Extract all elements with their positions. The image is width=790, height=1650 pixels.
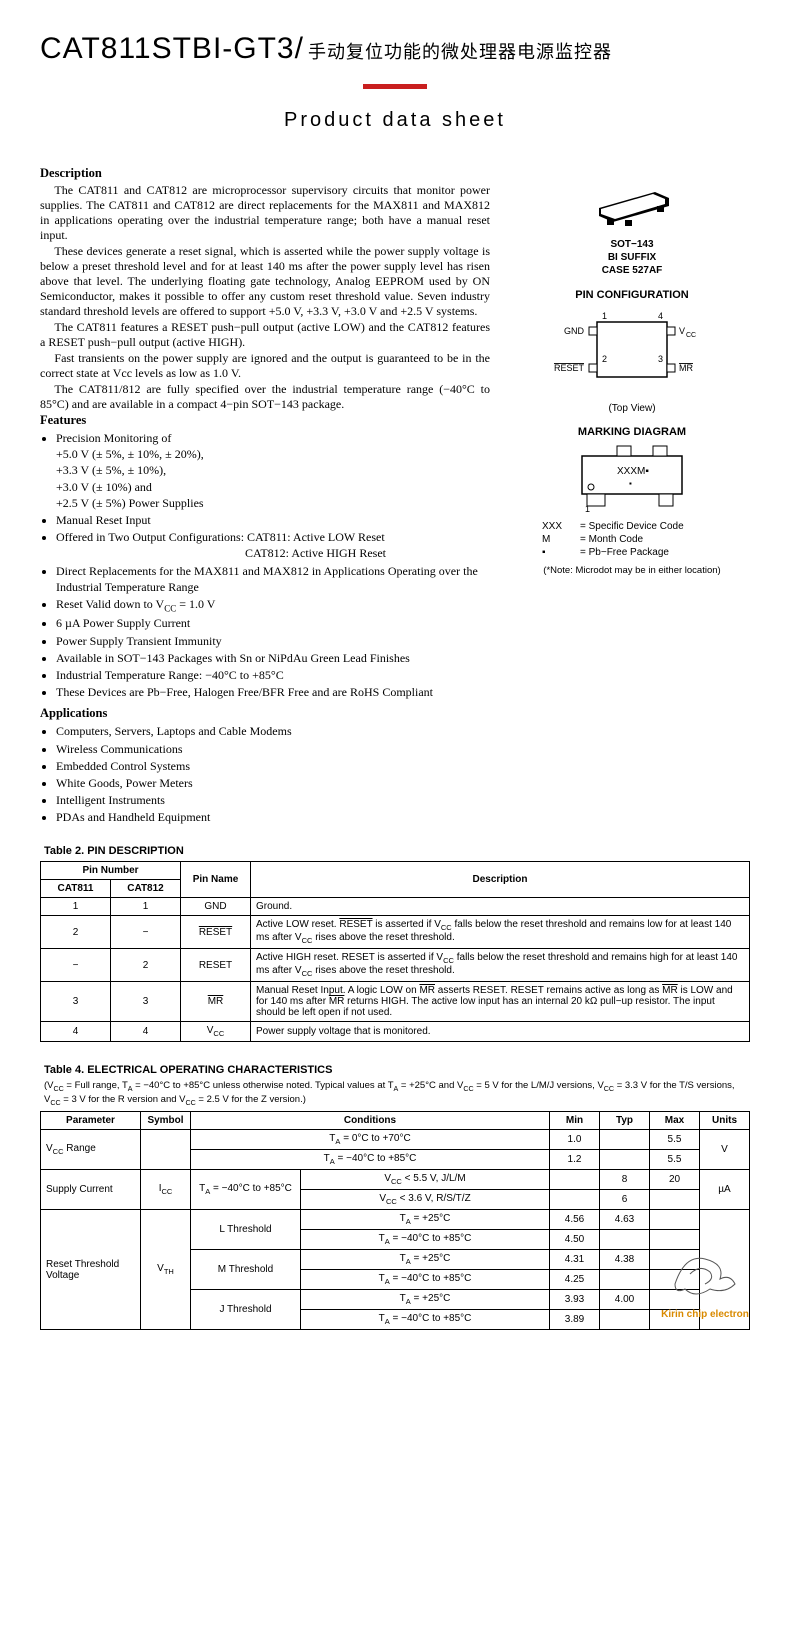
features-heading: Features	[40, 413, 490, 428]
svg-text:MR: MR	[679, 363, 693, 373]
app-item: Embedded Control Systems	[56, 758, 490, 774]
col-c811: CAT811	[41, 880, 111, 898]
content: Description The CAT811 and CAT812 are mi…	[0, 166, 790, 831]
pkg-l3: CASE 527AF	[514, 264, 750, 277]
svg-text:3: 3	[658, 354, 663, 364]
table2-title: Table 2. PIN DESCRIPTION	[44, 845, 750, 857]
table-row: 4 4 VCC Power supply voltage that is mon…	[41, 1022, 750, 1042]
desc-p1: The CAT811 and CAT812 are microprocessor…	[40, 183, 490, 243]
svg-text:GND: GND	[564, 326, 585, 336]
features-list: Precision Monitoring of +5.0 V (± 5%, ± …	[40, 430, 490, 700]
legend-row: ▪= Pb−Free Package	[514, 546, 750, 559]
svg-text:1: 1	[602, 311, 607, 321]
marking-diagram: XXXM▪ ▪ 1	[557, 444, 707, 514]
feature-item: These Devices are Pb−Free, Halogen Free/…	[56, 684, 490, 700]
table4-title: Table 4. ELECTRICAL OPERATING CHARACTERI…	[44, 1064, 750, 1076]
table-row: 1 1 GND Ground.	[41, 898, 750, 916]
svg-text:RESET: RESET	[554, 363, 585, 373]
t4c3: Min	[550, 1112, 600, 1130]
applications-list: Computers, Servers, Laptops and Cable Mo…	[40, 723, 490, 825]
header: CAT811STBI-GT3/ 手动复位功能的微处理器电源监控器 Product…	[0, 0, 790, 166]
pinconfig-diagram: 1 GND 4 V CC 2 RESET 3 MR	[542, 307, 722, 397]
t4c6: Units	[700, 1112, 750, 1130]
feature-item: Available in SOT−143 Packages with Sn or…	[56, 650, 490, 666]
svg-text:CC: CC	[686, 332, 696, 339]
svg-text:V: V	[679, 326, 685, 336]
feature-item: Precision Monitoring of +5.0 V (± 5%, ± …	[56, 430, 490, 511]
part-number: CAT811STBI-GT3/	[40, 32, 304, 66]
svg-text:2: 2	[602, 354, 607, 364]
table2: Pin Number Pin Name Description CAT811 C…	[40, 861, 750, 1042]
accent-bar	[363, 84, 427, 89]
desc-p2: These devices generate a reset signal, w…	[40, 244, 490, 319]
title-row: CAT811STBI-GT3/ 手动复位功能的微处理器电源监控器	[40, 32, 750, 66]
desc-p5: The CAT811/812 are fully specified over …	[40, 382, 490, 412]
svg-text:▪: ▪	[629, 479, 632, 488]
app-item: Computers, Servers, Laptops and Cable Mo…	[56, 723, 490, 739]
app-item: Intelligent Instruments	[56, 792, 490, 808]
app-item: Wireless Communications	[56, 741, 490, 757]
t4c4: Typ	[600, 1112, 650, 1130]
table-row: − 2 RESET Active HIGH reset. RESET is as…	[41, 949, 750, 982]
app-item: PDAs and Handheld Equipment	[56, 809, 490, 825]
t4c0: Parameter	[41, 1112, 141, 1130]
marking-note: (*Note: Microdot may be in either locati…	[514, 565, 750, 576]
table-row: Reset Threshold Voltage VTH L Threshold …	[41, 1210, 750, 1230]
t4c2: Conditions	[191, 1112, 550, 1130]
col-c812: CAT812	[111, 880, 181, 898]
description-heading: Description	[40, 166, 490, 181]
svg-text:4: 4	[658, 311, 663, 321]
feature-item: 6 µA Power Supply Current	[56, 615, 490, 631]
feature-item: Direct Replacements for the MAX811 and M…	[56, 563, 490, 595]
marking-title: MARKING DIAGRAM	[514, 426, 750, 438]
dragon-icon	[665, 1244, 745, 1304]
feature-item: Industrial Temperature Range: −40°C to +…	[56, 667, 490, 683]
legend-row: M= Month Code	[514, 533, 750, 546]
col-desc: Description	[251, 862, 750, 898]
feature-item: Manual Reset Input	[56, 512, 490, 528]
table-row: 2 − RESET Active LOW reset. RESET is ass…	[41, 916, 750, 949]
svg-text:XXXM▪: XXXM▪	[617, 466, 649, 477]
right-column: SOT−143 BI SUFFIX CASE 527AF PIN CONFIGU…	[514, 166, 750, 831]
legend-row: XXX= Specific Device Code	[514, 520, 750, 533]
app-item: White Goods, Power Meters	[56, 775, 490, 791]
pinconfig-caption: (Top View)	[514, 403, 750, 414]
feature-item: Power Supply Transient Immunity	[56, 633, 490, 649]
package-label: SOT−143 BI SUFFIX CASE 527AF	[514, 238, 750, 277]
pinconfig-title: PIN CONFIGURATION	[514, 289, 750, 301]
desc-p3: The CAT811 features a RESET push−pull ou…	[40, 320, 490, 350]
col-name: Pin Name	[181, 862, 251, 898]
pkg-l2: BI SUFFIX	[514, 251, 750, 264]
t4c1: Symbol	[141, 1112, 191, 1130]
table-row: Supply Current ICC TA = −40°C to +85°C V…	[41, 1170, 750, 1190]
brand-logo: Kirin chip electron	[650, 1244, 760, 1320]
svg-text:1: 1	[585, 504, 590, 514]
brand-name: Kirin chip electron	[650, 1309, 760, 1320]
left-column: Description The CAT811 and CAT812 are mi…	[40, 166, 490, 831]
table-row: VCC Range TA = 0°C to +70°C 1.0 5.5 V	[41, 1130, 750, 1150]
col-pn: Pin Number	[41, 862, 181, 880]
feature-item: Offered in Two Output Configurations: CA…	[56, 529, 490, 561]
sheet-title: Product data sheet	[40, 109, 750, 132]
feature-item: Reset Valid down to VCC = 1.0 V	[56, 596, 490, 615]
table-row: 3 3 MR Manual Reset Input. A logic LOW o…	[41, 982, 750, 1022]
table4-subnote: (VCC = Full range, TA = −40°C to +85°C u…	[44, 1080, 750, 1107]
desc-p4: Fast transients on the power supply are …	[40, 351, 490, 381]
part-subtitle: 手动复位功能的微处理器电源监控器	[308, 38, 612, 64]
pkg-l1: SOT−143	[514, 238, 750, 251]
t4c5: Max	[650, 1112, 700, 1130]
table4: Parameter Symbol Conditions Min Typ Max …	[40, 1111, 750, 1330]
package-icon	[587, 184, 677, 232]
applications-heading: Applications	[40, 706, 490, 721]
